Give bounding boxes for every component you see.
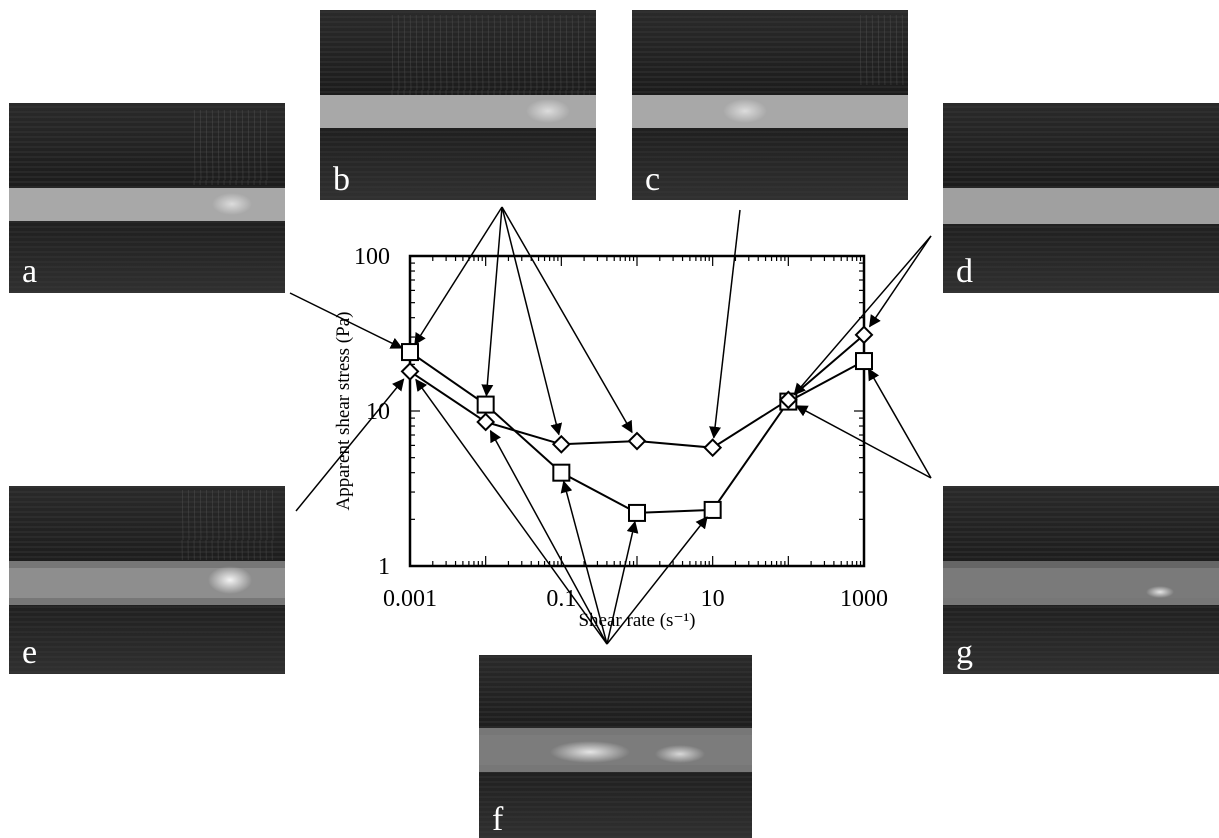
y-tick-label: 100 xyxy=(354,244,390,270)
photo-e: e xyxy=(9,486,285,674)
series-line-diamond xyxy=(409,334,865,449)
photo-c: c xyxy=(632,10,908,200)
data-point-square xyxy=(476,395,495,414)
arrow-f xyxy=(560,480,608,645)
data-point-diamond xyxy=(551,434,571,454)
data-point-square xyxy=(552,463,571,482)
arrow-f xyxy=(606,520,639,645)
photo-f: f xyxy=(479,655,752,838)
x-tick-label: 1000 xyxy=(840,586,888,612)
annotation-arrows xyxy=(289,206,932,645)
arrow-d xyxy=(868,235,932,328)
photo-g: g xyxy=(943,486,1219,674)
photo-label-b: b xyxy=(333,161,350,198)
photo-b: b xyxy=(320,10,596,200)
data-point-diamond xyxy=(400,362,420,381)
photo-d: d xyxy=(943,103,1219,293)
arrow-g xyxy=(795,405,932,479)
data-point-diamond xyxy=(476,412,496,432)
arrow-a xyxy=(289,292,403,349)
data-point-square xyxy=(703,500,722,519)
photo-label-a: a xyxy=(22,253,37,290)
arrow-b xyxy=(414,206,503,346)
data-point-diamond xyxy=(627,431,647,451)
photo-a: a xyxy=(9,103,285,293)
y-tick-label: 1 xyxy=(378,554,390,580)
photo-label-e: e xyxy=(22,634,37,671)
arrow-f xyxy=(606,516,708,645)
data-point-square xyxy=(855,352,873,371)
arrow-c xyxy=(709,209,741,439)
arrow-f xyxy=(489,429,608,645)
x-tick-label: 0.1 xyxy=(546,586,576,612)
x-tick-label: 0.001 xyxy=(383,586,437,612)
photo-label-g: g xyxy=(956,634,973,671)
photo-label-f: f xyxy=(492,801,504,838)
data-point-diamond xyxy=(854,325,874,345)
arrow-g xyxy=(867,367,932,479)
arrow-d xyxy=(793,235,932,396)
series-markers xyxy=(400,325,874,522)
arrow-f xyxy=(415,378,608,645)
series-lines xyxy=(409,334,865,514)
arrow-b xyxy=(481,206,503,397)
arrow-b xyxy=(501,206,633,434)
arrow-e xyxy=(295,378,405,512)
photo-label-d: d xyxy=(956,253,973,290)
y-axis-label: Apparent shear stress (Pa) xyxy=(333,312,354,511)
photo-label-c: c xyxy=(645,161,660,198)
arrow-b xyxy=(501,206,563,436)
data-point-square xyxy=(628,503,646,522)
x-tick-label: 10 xyxy=(701,586,725,612)
data-point-diamond xyxy=(778,390,798,410)
x-axis-label: Shear rate (s⁻¹) xyxy=(578,610,695,631)
data-point-square xyxy=(401,343,419,362)
data-point-diamond xyxy=(703,438,723,458)
